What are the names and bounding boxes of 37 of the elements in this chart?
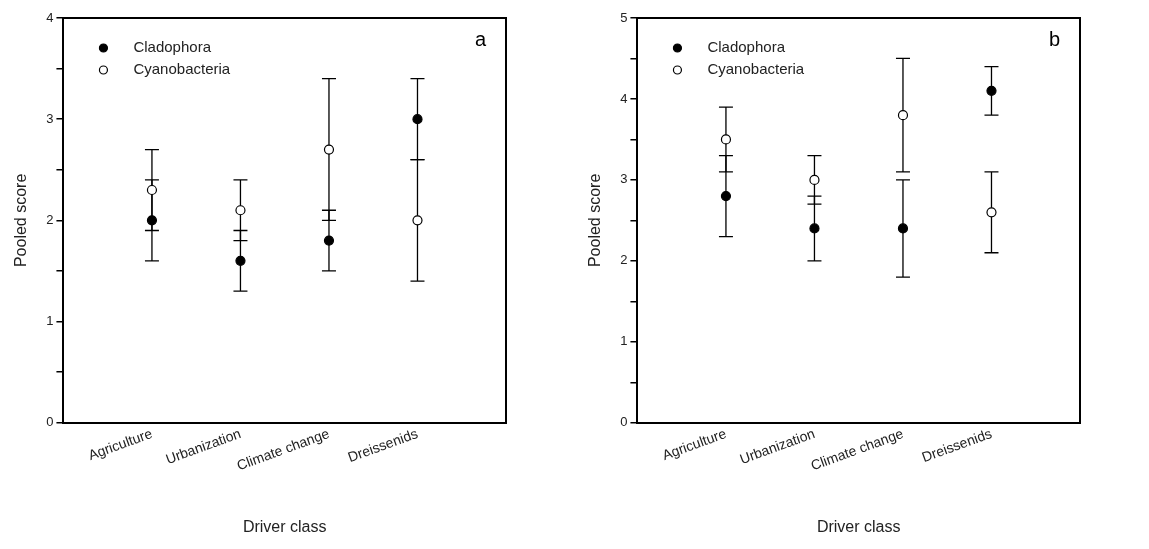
legend-label: Cyanobacteria	[133, 60, 231, 78]
y-tick-label: 3	[620, 171, 628, 187]
x-axis-title: Driver class	[242, 517, 327, 535]
legend-label: Cladophora	[707, 38, 786, 56]
point	[897, 223, 909, 234]
point	[412, 215, 423, 226]
point	[986, 207, 997, 218]
y-tick-label: 2	[46, 211, 54, 227]
y-tick-label: 1	[46, 313, 54, 329]
x-axis-title: Driver class	[816, 517, 901, 535]
y-tick-label: 4	[620, 90, 628, 106]
point	[323, 144, 335, 155]
y-axis-title: Pooled score	[586, 173, 604, 268]
point	[720, 190, 732, 202]
y-tick-label: 5	[620, 9, 628, 25]
point	[235, 205, 246, 216]
point	[146, 215, 158, 226]
y-tick-label: 4	[46, 9, 54, 25]
point	[897, 110, 909, 121]
legend-label: Cyanobacteria	[707, 60, 805, 78]
y-axis-title: Pooled score	[12, 173, 30, 268]
point	[235, 255, 246, 266]
point	[809, 174, 820, 185]
point	[986, 85, 997, 96]
point	[720, 134, 732, 145]
y-tick-label: 1	[620, 333, 628, 349]
point	[809, 223, 820, 234]
y-tick-label: 0	[46, 414, 54, 430]
y-tick-label: 2	[620, 252, 628, 268]
text: b	[1048, 27, 1060, 50]
y-tick-label: 3	[46, 110, 54, 126]
text: a	[474, 27, 487, 50]
point	[146, 184, 158, 196]
point	[323, 235, 335, 246]
y-tick-label: 0	[620, 414, 628, 430]
legend-label: Cladophora	[133, 38, 212, 56]
point	[412, 114, 423, 125]
